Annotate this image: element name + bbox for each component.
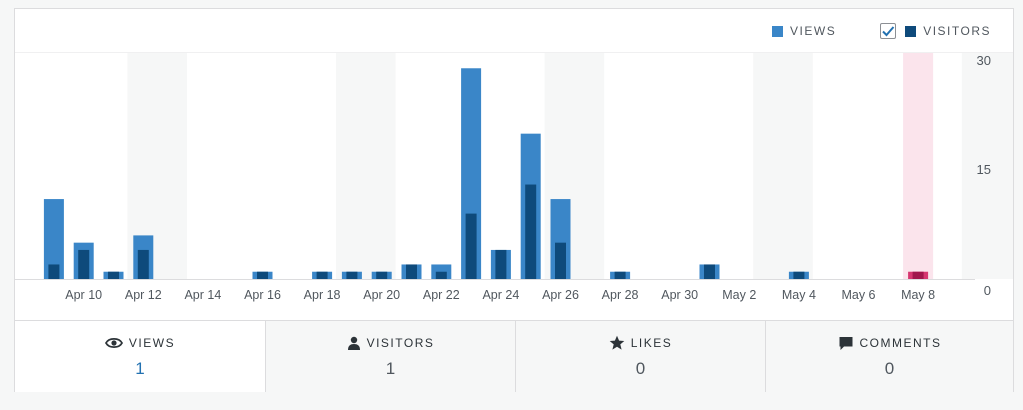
chart-shaded-band: [753, 53, 813, 279]
tab-likes-label: LIKES: [630, 336, 673, 350]
tab-views-label-row: VIEWS: [104, 335, 176, 351]
tab-visitors[interactable]: VISITORS 1: [265, 321, 515, 392]
x-tick-label: May 2: [722, 288, 756, 302]
tab-likes-value: 0: [635, 359, 646, 378]
visitors-bar: [108, 271, 119, 279]
chart-top-divider: [15, 52, 1013, 53]
x-tick-label: Apr 18: [304, 288, 341, 302]
visitors-bar: [793, 271, 805, 279]
visitors-bar: [406, 264, 417, 279]
highlight-day-column: [903, 53, 934, 279]
stats-tabs: VIEWS 1 VISITORS 1 LIKES 0: [15, 320, 1013, 392]
x-tick-label: Apr 28: [602, 288, 639, 302]
legend-item-visitors[interactable]: VISITORS: [880, 23, 991, 39]
visitors-bar: [376, 271, 388, 279]
visitors-bar: [48, 264, 60, 279]
tab-visitors-value: 1: [385, 359, 396, 378]
person-icon: [347, 336, 360, 350]
tab-comments-label: COMMENTS: [859, 336, 942, 350]
visitors-bar: [78, 249, 90, 279]
checkmark-icon: [882, 26, 895, 37]
visitors-swatch-icon: [905, 25, 917, 37]
x-tick-label: Apr 14: [184, 288, 221, 302]
x-tick-label: Apr 16: [244, 288, 281, 302]
tab-comments[interactable]: COMMENTS 0: [765, 321, 1013, 392]
star-icon: [609, 335, 625, 350]
chart-legend: VIEWS VISITORS: [772, 23, 991, 39]
x-tick-label: Apr 10: [65, 288, 102, 302]
eye-icon: [104, 337, 123, 349]
y-tick-label: 0: [984, 283, 991, 298]
visitors-bar: [704, 264, 715, 279]
x-tick-label: May 8: [901, 288, 935, 302]
comment-icon: [839, 336, 852, 350]
y-tick-label: 15: [977, 162, 991, 177]
views-bar: [43, 199, 64, 279]
visitors-toggle-checkbox[interactable]: [880, 23, 897, 39]
x-tick-label: Apr 20: [363, 288, 400, 302]
chart-shaded-band: [336, 53, 396, 279]
tab-views-value: 1: [135, 359, 145, 378]
visitors-bar: [495, 249, 507, 279]
legend-views-label: VIEWS: [790, 24, 837, 38]
tab-views-label: VIEWS: [128, 336, 176, 350]
visitors-bar: [316, 271, 328, 279]
visitors-bar: [912, 271, 924, 279]
visitors-bar: [555, 242, 566, 279]
x-tick-label: Apr 12: [125, 288, 162, 302]
visitors-bar: [257, 271, 268, 279]
visitors-bar: [614, 271, 626, 279]
legend-visitors-label: VISITORS: [923, 24, 991, 38]
visitors-bar: [465, 213, 477, 279]
x-tick-label: Apr 30: [661, 288, 698, 302]
x-tick-label: Apr 24: [482, 288, 519, 302]
tab-views[interactable]: VIEWS 1: [15, 321, 265, 392]
views-swatch-icon: [772, 25, 784, 37]
tab-visitors-label-row: VISITORS: [347, 335, 435, 351]
x-tick-label: Apr 26: [542, 288, 579, 302]
bar-chart: 0 15 30 Apr 10 Apr 12 Apr 14 Apr 16 Apr 18 Apr 2…: [15, 53, 1013, 302]
visitors-bar: [435, 271, 447, 279]
visitors-bar: [525, 184, 537, 279]
x-tick-label: May 6: [841, 288, 875, 302]
tab-comments-label-row: COMMENTS: [838, 335, 942, 351]
stats-chart-panel: 0 15 30 Apr 10 Apr 12 Apr 14 Apr 16 Apr 18 Apr 2…: [14, 8, 1014, 392]
chart-shaded-band: [961, 53, 1013, 279]
tab-likes[interactable]: LIKES 0: [515, 321, 765, 392]
legend-item-views: VIEWS: [772, 24, 836, 38]
tab-likes-label-row: LIKES: [609, 335, 673, 351]
visitors-bar: [137, 249, 149, 279]
visitors-bar: [346, 271, 358, 279]
x-tick-label: May 4: [782, 288, 816, 302]
tab-visitors-label: VISITORS: [366, 336, 435, 350]
tab-comments-value: 0: [884, 359, 895, 378]
x-tick-label: Apr 22: [423, 288, 460, 302]
y-tick-label: 30: [977, 53, 991, 68]
